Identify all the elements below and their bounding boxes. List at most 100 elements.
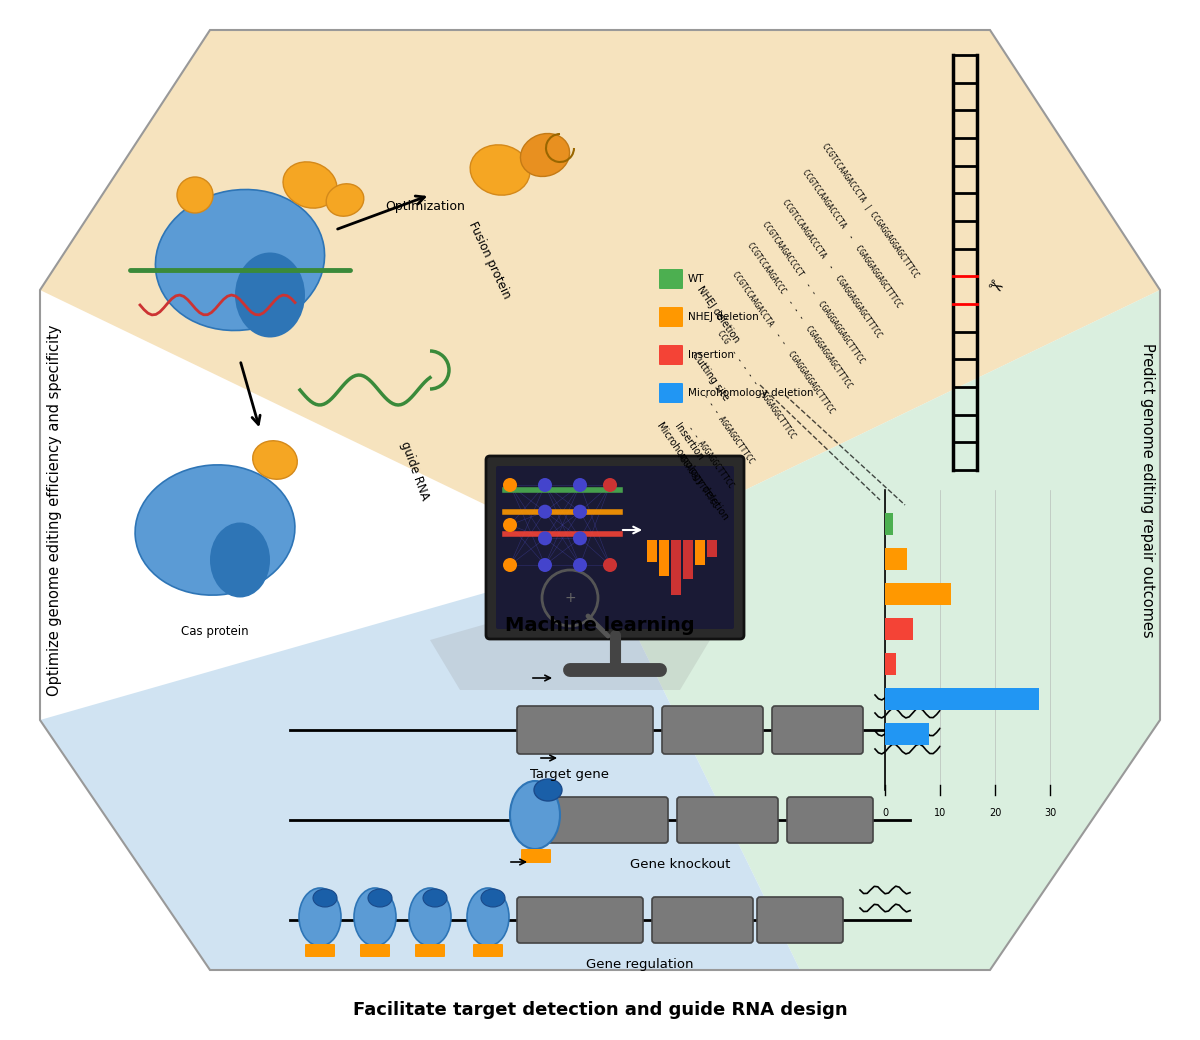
Bar: [659, 540, 670, 576]
Text: Cas protein: Cas protein: [181, 625, 248, 638]
Text: Facilitate target detection and guide RNA design: Facilitate target detection and guide RN…: [353, 1002, 847, 1019]
Circle shape: [503, 478, 517, 492]
FancyBboxPatch shape: [772, 706, 863, 754]
Text: - - AGGAGGCTTTCC: - - AGGAGGCTTTCC: [685, 424, 734, 490]
Text: Microhomology deletion: Microhomology deletion: [655, 420, 731, 522]
Bar: [886, 688, 1039, 710]
Ellipse shape: [470, 145, 530, 196]
Ellipse shape: [283, 162, 337, 208]
Ellipse shape: [467, 888, 509, 946]
Circle shape: [538, 504, 552, 519]
Circle shape: [604, 478, 617, 492]
Text: ✂: ✂: [983, 276, 1006, 300]
Text: Gene regulation: Gene regulation: [587, 958, 694, 971]
Text: CCGTCCAAGACCC  - - -  CGAGGAGGAGCTTTCC: CCGTCCAAGACCC - - - CGAGGAGGAGCTTTCC: [745, 241, 853, 390]
Polygon shape: [40, 30, 1160, 560]
Text: Predict genome editing repair outcomes: Predict genome editing repair outcomes: [1140, 343, 1156, 638]
FancyBboxPatch shape: [415, 944, 445, 957]
Ellipse shape: [368, 889, 392, 907]
Bar: [886, 723, 929, 745]
Circle shape: [604, 558, 617, 572]
FancyBboxPatch shape: [521, 849, 551, 863]
Text: CCGTCAAGACCCCT  - -  CGAGGAGGAGCTTTCC: CCGTCAAGACCCCT - - CGAGGAGGAGCTTTCC: [760, 219, 865, 365]
Ellipse shape: [326, 184, 364, 216]
Text: +: +: [564, 591, 576, 605]
Text: Target gene: Target gene: [530, 768, 610, 781]
FancyBboxPatch shape: [652, 896, 754, 943]
Circle shape: [574, 558, 587, 572]
Text: Cutting site: Cutting site: [690, 349, 731, 402]
Polygon shape: [600, 290, 1160, 970]
Text: Optimize genome editing efficiency and specificity: Optimize genome editing efficiency and s…: [48, 324, 62, 696]
Text: NHEJ deletion: NHEJ deletion: [688, 312, 758, 322]
Ellipse shape: [313, 889, 337, 907]
FancyBboxPatch shape: [517, 896, 643, 943]
Text: Insertion: Insertion: [672, 421, 704, 462]
Polygon shape: [430, 600, 710, 690]
Ellipse shape: [409, 888, 451, 946]
Ellipse shape: [235, 253, 305, 338]
Ellipse shape: [481, 889, 505, 907]
FancyBboxPatch shape: [305, 944, 335, 957]
Bar: [886, 513, 893, 535]
Text: - - - AGGAGGCTTTCC: - - - AGGAGGCTTTCC: [700, 392, 755, 465]
Text: Microhomology deletion: Microhomology deletion: [688, 388, 814, 398]
FancyBboxPatch shape: [659, 383, 683, 404]
Circle shape: [178, 177, 214, 213]
Text: 20: 20: [989, 808, 1001, 818]
Text: 0: 0: [882, 808, 888, 818]
FancyBboxPatch shape: [662, 706, 763, 754]
Ellipse shape: [510, 781, 560, 849]
Circle shape: [538, 478, 552, 492]
Bar: [683, 540, 694, 578]
Circle shape: [574, 504, 587, 519]
Text: CCGTCCAAGACCCTA  -  CGAGGAGGAGCTTTCC: CCGTCCAAGACCCTA - CGAGGAGGAGCTTTCC: [800, 168, 902, 310]
Ellipse shape: [521, 133, 570, 177]
Text: CCG  - - - - -  AGGAGGCTTTCC: CCG - - - - - AGGAGGCTTTCC: [715, 329, 797, 440]
Circle shape: [538, 558, 552, 572]
FancyBboxPatch shape: [659, 269, 683, 289]
Bar: [671, 540, 682, 595]
Bar: [886, 653, 896, 675]
Circle shape: [574, 478, 587, 492]
FancyBboxPatch shape: [659, 345, 683, 365]
FancyBboxPatch shape: [517, 706, 653, 754]
FancyBboxPatch shape: [486, 456, 744, 639]
Circle shape: [538, 531, 552, 545]
Polygon shape: [40, 30, 1160, 970]
FancyBboxPatch shape: [542, 797, 668, 843]
Ellipse shape: [210, 522, 270, 598]
FancyBboxPatch shape: [659, 307, 683, 327]
FancyBboxPatch shape: [473, 944, 503, 957]
Text: AGGAGGCTTTTTCC: AGGAGGCTTTTTCC: [674, 451, 720, 510]
Bar: [886, 618, 912, 640]
Text: 10: 10: [934, 808, 946, 818]
FancyBboxPatch shape: [496, 466, 734, 629]
Text: Machine learning: Machine learning: [505, 616, 695, 634]
Bar: [707, 540, 718, 556]
Text: CCGTCCAAGACCCTA | CCGAGGAGGAGCTTTCC: CCGTCCAAGACCCTA | CCGAGGAGGAGCTTTCC: [820, 142, 920, 280]
FancyBboxPatch shape: [787, 797, 874, 843]
Circle shape: [574, 531, 587, 545]
Ellipse shape: [136, 465, 295, 595]
Ellipse shape: [424, 889, 446, 907]
Bar: [886, 548, 907, 570]
FancyBboxPatch shape: [677, 797, 778, 843]
Bar: [647, 540, 658, 562]
Text: Gene knockout: Gene knockout: [630, 858, 730, 872]
Polygon shape: [40, 560, 800, 970]
Ellipse shape: [253, 441, 298, 479]
Text: Fusion protein: Fusion protein: [467, 220, 514, 302]
Text: WT: WT: [688, 274, 704, 284]
Ellipse shape: [354, 888, 396, 946]
Text: Optimization: Optimization: [385, 200, 464, 213]
Circle shape: [503, 518, 517, 532]
Text: CCGTCCAAGACCTA  - -  CGAGGAGGAGCTTTCC: CCGTCCAAGACCTA - - CGAGGAGGAGCTTTCC: [730, 269, 835, 415]
Bar: [886, 583, 952, 605]
Text: CCGTCCAAGACCCTA  -  CGAGGAGGAGCTTTCC: CCGTCCAAGACCCTA - CGAGGAGGAGCTTTCC: [780, 199, 883, 340]
FancyBboxPatch shape: [360, 944, 390, 957]
Ellipse shape: [534, 779, 562, 801]
Text: Insertion: Insertion: [688, 350, 734, 360]
Bar: [695, 540, 706, 565]
Text: guide RNA: guide RNA: [398, 440, 432, 502]
